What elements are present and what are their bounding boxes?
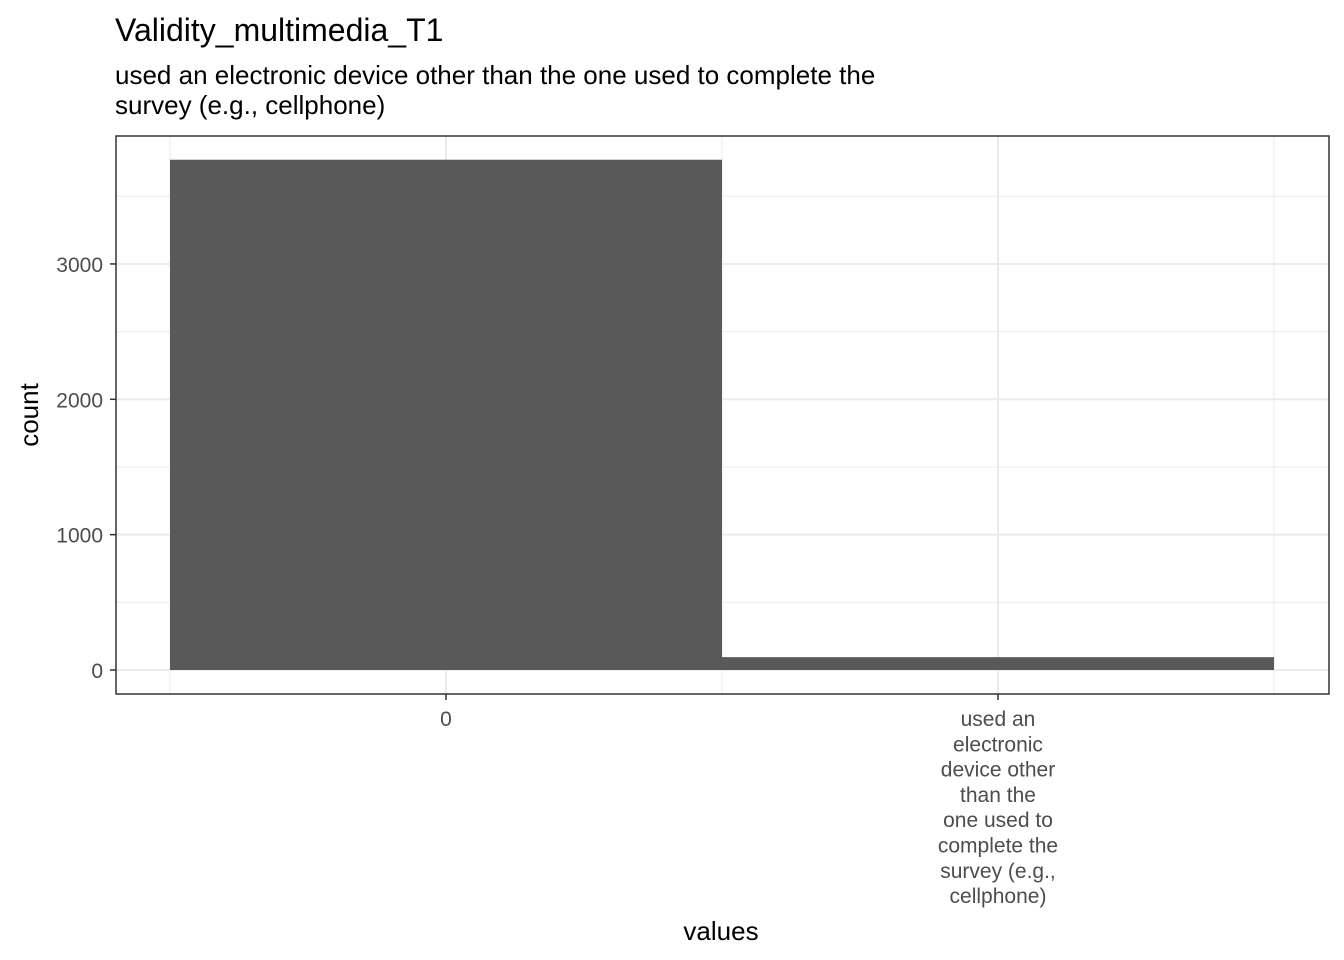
panel-border (115, 135, 1330, 695)
x-axis: 0 used an electronic device other than the on… (440, 694, 1058, 908)
y-axis-title: count (14, 382, 44, 446)
chart-subtitle-line-2: survey (e.g., cellphone) (115, 90, 385, 120)
bars (170, 159, 1274, 670)
y-tick-label: 2000 (56, 389, 103, 412)
y-tick-label: 1000 (56, 525, 103, 548)
x-tick-label: used an electronic device other than the one… (938, 708, 1058, 908)
y-tick-label: 0 (91, 660, 103, 683)
x-axis-title: values (683, 916, 758, 946)
chart-subtitle-line-1: used an electronic device other than the… (115, 60, 875, 90)
chart-title: Validity_multimedia_T1 (115, 12, 443, 48)
y-axis: 0 1000 2000 3000 (56, 254, 116, 683)
bar-1 (722, 657, 1274, 670)
x-tick-label: 0 (440, 708, 452, 731)
y-tick-label: 3000 (56, 254, 103, 277)
bar-0 (170, 159, 722, 670)
